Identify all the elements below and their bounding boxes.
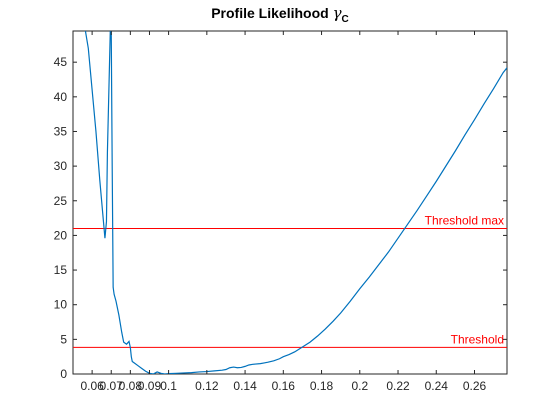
y-tick-label: 30	[54, 159, 68, 173]
x-tick-label: 0.14	[233, 379, 257, 393]
y-tick-label: 10	[54, 298, 68, 312]
x-tick-label: 0.08	[119, 379, 143, 393]
chart-title-symbol: γ	[332, 4, 342, 22]
x-tick-label: 0.1	[160, 379, 177, 393]
x-tick-label: 0.24	[425, 379, 449, 393]
x-tick-label: 0.09	[138, 379, 162, 393]
y-tick-label: 5	[60, 332, 67, 346]
y-tick-label: 45	[54, 55, 68, 69]
x-tick-label: 0.22	[386, 379, 410, 393]
x-tick-label: 0.06	[80, 379, 104, 393]
threshold-label-0: Threshold max	[425, 213, 504, 227]
x-tick-label: 0.18	[310, 379, 334, 393]
x-tick-label: 0.16	[272, 379, 296, 393]
y-tick-label: 40	[54, 90, 68, 104]
series-line-0	[84, 31, 507, 374]
x-tick-label: 0.2	[351, 379, 368, 393]
threshold-label-1: Threshold	[451, 332, 504, 346]
plot-area-box	[72, 30, 508, 375]
y-tick-label: 0	[60, 367, 67, 381]
chart-title-subscript: C	[341, 14, 349, 25]
y-tick-label: 20	[54, 228, 68, 242]
chart-title: Profile Likelihood γC	[0, 4, 560, 25]
y-tick-label: 15	[54, 263, 68, 277]
x-tick-label: 0.07	[100, 379, 124, 393]
y-tick-label: 35	[54, 124, 68, 138]
x-tick-label: 0.12	[195, 379, 219, 393]
y-tick-label: 25	[54, 194, 68, 208]
x-tick-label: 0.26	[463, 379, 487, 393]
chart-title-text: Profile Likelihood	[211, 5, 329, 21]
